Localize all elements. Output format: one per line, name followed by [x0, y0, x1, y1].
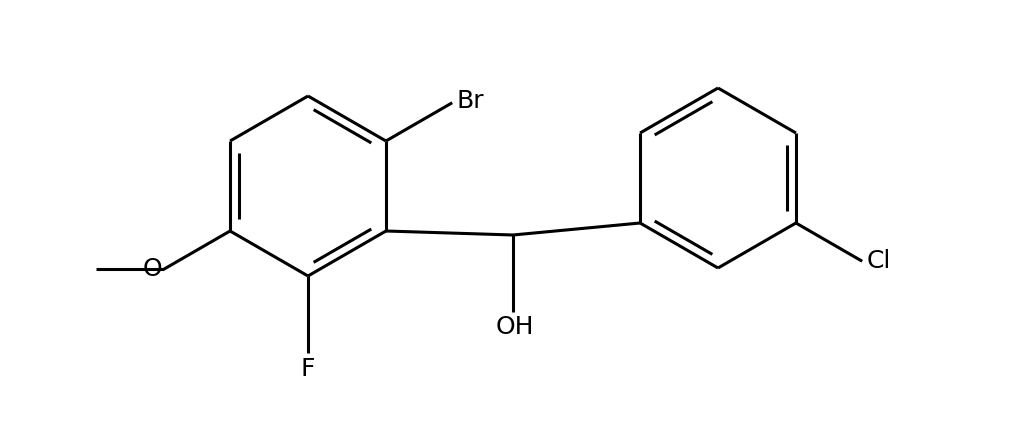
Text: Cl: Cl [867, 249, 891, 273]
Text: F: F [301, 357, 315, 380]
Text: O: O [142, 257, 162, 281]
Text: Br: Br [456, 89, 484, 113]
Text: OH: OH [496, 316, 534, 340]
